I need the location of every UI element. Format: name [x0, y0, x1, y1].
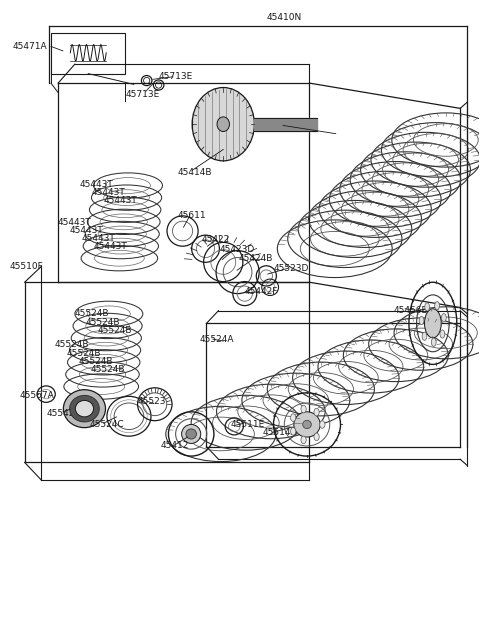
Text: 45524B: 45524B: [78, 357, 113, 366]
Ellipse shape: [419, 316, 424, 325]
Text: 45524B: 45524B: [66, 349, 101, 358]
Text: 45713E: 45713E: [158, 72, 193, 81]
Text: 45443T: 45443T: [93, 242, 127, 251]
Ellipse shape: [294, 412, 320, 437]
Ellipse shape: [314, 433, 319, 441]
Text: 45422: 45422: [202, 235, 230, 244]
Ellipse shape: [186, 429, 196, 439]
Text: 45471A: 45471A: [12, 42, 48, 51]
Text: 45611: 45611: [178, 211, 206, 221]
Text: 45567A: 45567A: [20, 391, 55, 400]
Ellipse shape: [290, 427, 296, 435]
Text: 45410N: 45410N: [266, 13, 301, 22]
Ellipse shape: [425, 303, 430, 311]
Text: 45412: 45412: [161, 441, 190, 451]
Ellipse shape: [314, 408, 319, 416]
Ellipse shape: [320, 421, 325, 428]
Bar: [51, 32, 125, 74]
Text: 45443T: 45443T: [80, 180, 113, 189]
Text: 45421A: 45421A: [269, 123, 303, 132]
Text: 45442F: 45442F: [245, 287, 278, 296]
Text: 45524C: 45524C: [89, 420, 124, 429]
Text: 45523: 45523: [137, 397, 166, 406]
Text: 45511E: 45511E: [230, 420, 264, 429]
Ellipse shape: [192, 87, 254, 161]
Text: 45523D: 45523D: [274, 264, 309, 273]
Text: 45443T: 45443T: [92, 188, 125, 197]
Text: 45443T: 45443T: [81, 234, 115, 243]
Ellipse shape: [290, 414, 296, 422]
Ellipse shape: [440, 330, 445, 338]
Text: 45414B: 45414B: [178, 169, 212, 178]
Text: 45524B: 45524B: [75, 309, 109, 318]
Text: 45524B: 45524B: [90, 365, 125, 374]
Ellipse shape: [442, 314, 446, 322]
Text: 45510F: 45510F: [9, 262, 43, 271]
Text: 45443T: 45443T: [69, 226, 103, 235]
Ellipse shape: [301, 436, 306, 444]
Text: 45713E: 45713E: [125, 90, 159, 99]
Ellipse shape: [422, 332, 427, 340]
Text: 45524A: 45524A: [199, 335, 234, 344]
Text: 45443T: 45443T: [104, 196, 137, 205]
Text: 45524B: 45524B: [54, 340, 89, 349]
Text: 45423D: 45423D: [220, 245, 255, 254]
Text: 45542D: 45542D: [46, 408, 82, 418]
Text: 45443T: 45443T: [57, 217, 91, 227]
Ellipse shape: [432, 338, 436, 346]
Ellipse shape: [181, 425, 201, 443]
Ellipse shape: [424, 309, 441, 338]
Ellipse shape: [63, 390, 106, 427]
Ellipse shape: [75, 401, 94, 417]
Text: 45514A: 45514A: [263, 428, 298, 437]
Ellipse shape: [217, 117, 229, 131]
Ellipse shape: [70, 396, 99, 422]
Text: 45524B: 45524B: [86, 318, 120, 327]
Text: 45424B: 45424B: [239, 254, 274, 263]
Ellipse shape: [301, 405, 306, 413]
Ellipse shape: [435, 302, 440, 310]
Text: 45456B: 45456B: [393, 306, 428, 315]
Text: 45524B: 45524B: [98, 326, 132, 335]
Ellipse shape: [303, 420, 312, 429]
